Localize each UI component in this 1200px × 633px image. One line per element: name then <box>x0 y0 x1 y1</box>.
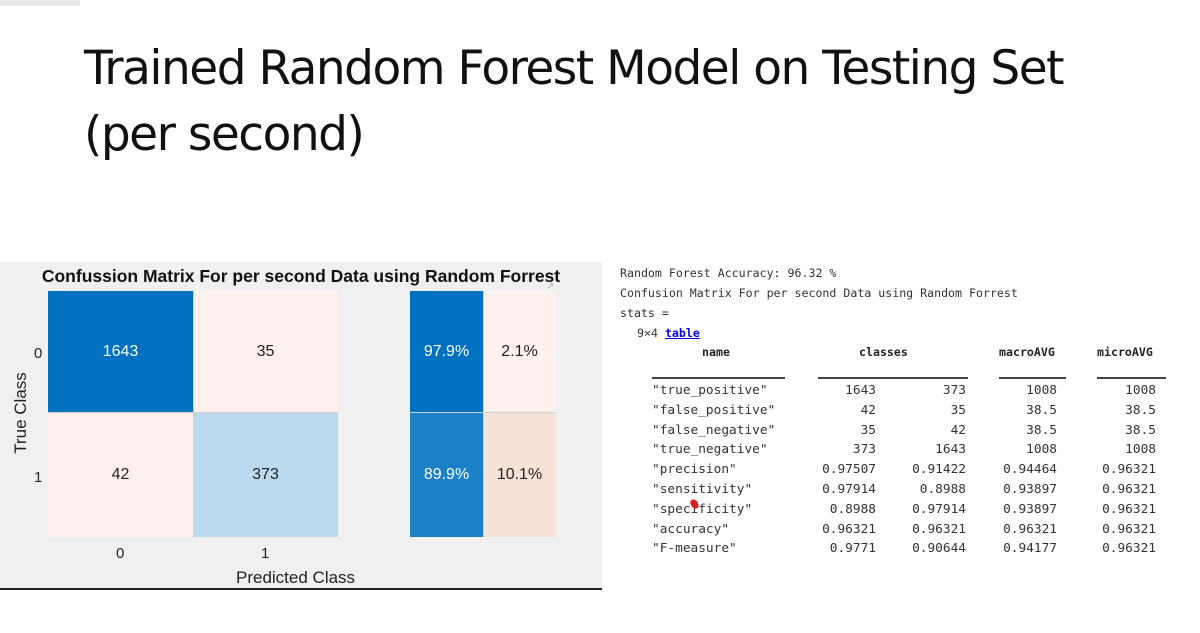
stats-assign-line: stats = <box>620 306 669 320</box>
stats-cell-micro: 1008 <box>1125 442 1156 458</box>
stats-cell-macro: 0.93897 <box>1003 482 1057 497</box>
x-axis-label: Predicted Class <box>236 568 356 587</box>
slide-title-line-2: (per second) <box>84 107 365 162</box>
stats-cell-micro: 1008 <box>1125 383 1156 398</box>
stats-cell-micro: 0.96321 <box>1102 541 1156 557</box>
stats-cell-c1: 35 <box>860 422 876 438</box>
y-axis-label: True Class <box>11 372 30 454</box>
slide-title-line-1: Trained Random Forest Model on Testing S… <box>84 41 1065 96</box>
accuracy-line: Random Forest Accuracy: 96.32 % <box>620 266 837 280</box>
stats-cell-c1: 0.9771 <box>829 541 876 557</box>
stats-cell-name: "false_positive" <box>652 402 776 418</box>
cm-cell-0-0: 1643 <box>48 291 193 413</box>
stats-cell-c1: 42 <box>860 402 876 418</box>
figure-bottom-border <box>0 588 602 590</box>
stats-cell-c1: 373 <box>852 442 876 458</box>
row-tick-0: 0 <box>34 345 43 362</box>
stats-cell-macro: 38.5 <box>1026 422 1057 438</box>
slide-title: Trained Random Forest Model on Testing S… <box>84 36 1184 168</box>
stats-cell-c1: 0.97914 <box>822 482 876 497</box>
stats-cell-c2: 0.96321 <box>912 521 966 537</box>
stats-cell-c2: 0.8988 <box>919 482 966 497</box>
cm-cell-1-0: 42 <box>48 413 193 537</box>
stats-cell-macro: 0.93897 <box>1003 501 1057 517</box>
stats-cell-name: "precision" <box>652 462 737 478</box>
stats-cell-micro: 0.96321 <box>1102 521 1156 537</box>
stats-cell-name: "specificity" <box>652 501 753 517</box>
stats-cell-macro: 0.96321 <box>1003 521 1057 537</box>
stats-cell-c1: 0.96321 <box>822 521 876 537</box>
row-summary-cell-1-1: 10.1% <box>483 413 556 537</box>
stats-cell-name: "true_negative" <box>652 442 768 458</box>
stats-cell-c1: 1643 <box>845 383 876 398</box>
cm-cell-0-1: 35 <box>193 291 338 413</box>
col-rule-micro <box>1097 377 1166 379</box>
stats-cell-c2: 0.91422 <box>912 462 966 478</box>
col-header-macro: macroAVG <box>999 345 1055 359</box>
stats-cell-name: "true_positive" <box>652 383 768 398</box>
row-summary-cell-1-0: 89.9% <box>410 413 483 537</box>
table-link[interactable]: table <box>664 326 700 340</box>
col-header-micro: microAVG <box>1097 345 1153 359</box>
stats-cell-c2: 0.90644 <box>912 541 966 557</box>
stats-cell-name: "F-measure" <box>652 541 737 557</box>
stats-cell-c1: 0.97507 <box>822 462 876 478</box>
col-tick-1: 1 <box>261 545 270 562</box>
table-dims-line: 9×4 table <box>637 326 700 340</box>
stats-cell-name: "false_negative" <box>652 422 776 438</box>
col-tick-0: 0 <box>116 545 125 562</box>
stats-cell-c2: 1643 <box>935 442 966 458</box>
cm-cell-1-1: 373 <box>193 413 338 537</box>
stats-cell-macro: 1008 <box>1026 383 1057 398</box>
stats-cell-macro: 0.94177 <box>1003 541 1057 557</box>
stats-cell-micro: 0.96321 <box>1102 501 1156 517</box>
table-dims: 9×4 <box>637 326 658 340</box>
stats-cell-c2: 42 <box>950 422 966 438</box>
slide-corner-tab <box>0 0 80 6</box>
stats-cell-c2: 0.97914 <box>912 501 966 517</box>
col-rule-classes <box>818 377 968 379</box>
row-summary-grid-line <box>483 291 484 537</box>
col-header-name: name <box>702 345 730 359</box>
stats-cell-micro: 0.96321 <box>1102 462 1156 478</box>
col-rule-macro <box>999 377 1066 379</box>
stats-cell-macro: 0.94464 <box>1003 462 1057 478</box>
confusion-matrix-title: Confussion Matrix For per second Data us… <box>41 266 561 286</box>
stats-cell-micro: 0.96321 <box>1102 482 1156 497</box>
col-rule-name <box>652 377 785 379</box>
stats-cell-c2: 373 <box>942 383 966 398</box>
stats-cell-micro: 38.5 <box>1125 402 1156 418</box>
stats-console: Random Forest Accuracy: 96.32 % Confusio… <box>616 262 1192 562</box>
stats-cell-macro: 1008 <box>1026 442 1057 458</box>
stats-cell-name: "accuracy" <box>652 521 730 537</box>
stats-cell-c2: 35 <box>950 402 966 418</box>
stats-cell-macro: 38.5 <box>1026 402 1057 418</box>
row-summary-cell-0-0: 97.9% <box>410 291 483 413</box>
stats-cell-c1: 0.8988 <box>829 501 876 517</box>
stats-cell-micro: 38.5 <box>1125 422 1156 438</box>
col-header-classes: classes <box>859 345 908 359</box>
row-tick-1: 1 <box>34 469 43 486</box>
resize-handle-icon: ↗ <box>546 281 555 292</box>
row-summary-cell-0-1: 2.1% <box>483 291 556 413</box>
cm-grid-line <box>193 291 194 537</box>
stats-cell-name: "sensitivity" <box>652 482 753 497</box>
matrix-line: Confusion Matrix For per second Data usi… <box>620 286 1018 300</box>
